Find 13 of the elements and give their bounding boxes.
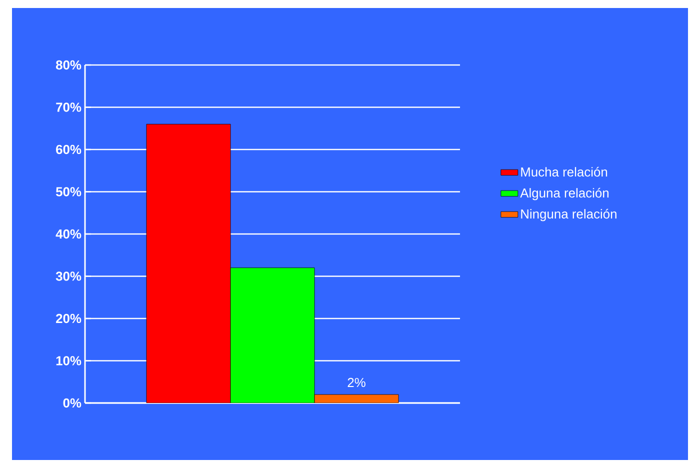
y-tick-label: 10% bbox=[56, 356, 82, 366]
y-tick-label: 20% bbox=[56, 314, 82, 324]
y-tick-label: 70% bbox=[56, 102, 82, 112]
y-tick-label: 60% bbox=[56, 144, 82, 154]
legend-label: Ninguna relación bbox=[521, 208, 616, 222]
legend-label: Mucha relación bbox=[521, 166, 608, 177]
y-tick-label: 40% bbox=[56, 229, 82, 239]
data-label: 2% bbox=[348, 378, 366, 388]
y-tick-label: 50% bbox=[56, 187, 82, 196]
y-tick-label: 0% bbox=[63, 398, 82, 408]
legend-label: Alguna relación bbox=[520, 188, 609, 200]
y-tick-label: 80% bbox=[56, 60, 82, 70]
y-tick-label: 30% bbox=[56, 272, 82, 281]
